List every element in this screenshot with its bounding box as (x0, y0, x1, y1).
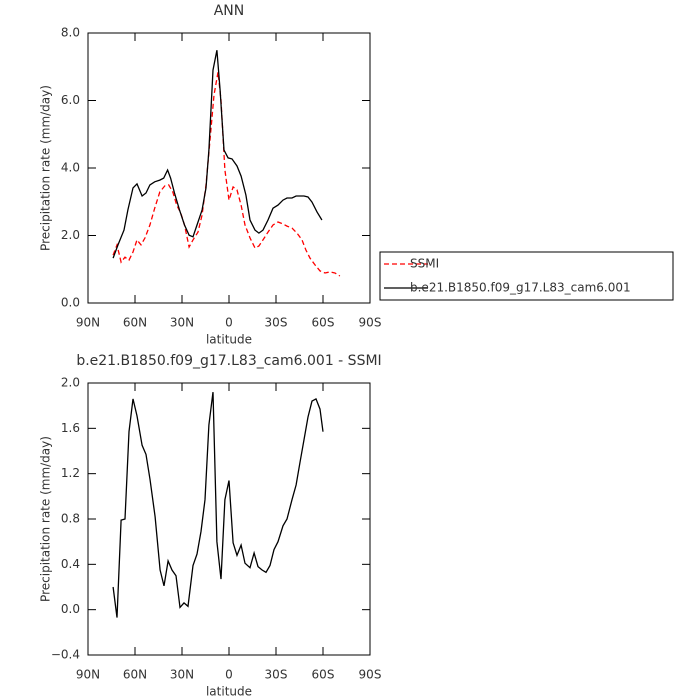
y-axis-label: Precipitation rate (mm/day) (39, 85, 53, 251)
x-tick-label: 60N (123, 316, 147, 330)
y-tick-label: 1.2 (61, 466, 80, 480)
y-tick-label: 2.0 (61, 228, 80, 242)
x-tick-label: 30S (265, 316, 288, 330)
x-tick-label: 90S (359, 668, 382, 682)
y-tick-label: 1.6 (61, 421, 80, 435)
y-axis-label: Precipitation rate (mm/day) (39, 436, 53, 602)
x-tick-label: 90N (76, 316, 100, 330)
y-tick-label: −0.4 (51, 648, 80, 662)
legend-label: SSMI (410, 257, 439, 271)
x-tick-label: 0 (225, 316, 233, 330)
y-tick-label: 8.0 (61, 26, 80, 40)
data-line (112, 72, 341, 277)
x-tick-label: 90S (359, 316, 382, 330)
x-tick-label: 30N (170, 668, 194, 682)
y-tick-label: 4.0 (61, 161, 80, 175)
x-axis-label: latitude (206, 685, 252, 699)
x-tick-label: 60S (312, 668, 335, 682)
y-tick-label: 6.0 (61, 93, 80, 107)
x-tick-label: 30S (265, 668, 288, 682)
y-tick-label: 0.4 (61, 557, 80, 571)
x-axis-label: latitude (206, 333, 252, 347)
plot-frame (87, 382, 371, 656)
y-tick-label: 0.0 (61, 602, 80, 616)
y-tick-label: 0.8 (61, 512, 80, 526)
x-tick-label: 60N (123, 668, 147, 682)
data-line (112, 50, 323, 259)
legend-box (379, 251, 674, 301)
plot-frame (87, 32, 371, 304)
x-tick-label: 30N (170, 316, 194, 330)
data-line (112, 392, 324, 618)
x-tick-label: 0 (225, 668, 233, 682)
chart-title: b.e21.B1850.f09_g17.L83_cam6.001 - SSMI (76, 353, 381, 369)
y-tick-label: 2.0 (61, 376, 80, 390)
x-tick-label: 60S (312, 316, 335, 330)
y-tick-label: 0.0 (61, 296, 80, 310)
legend-label: b.e21.B1850.f09_g17.L83_cam6.001 (410, 281, 631, 295)
chart-title: ANN (214, 3, 245, 19)
x-tick-label: 90N (76, 668, 100, 682)
